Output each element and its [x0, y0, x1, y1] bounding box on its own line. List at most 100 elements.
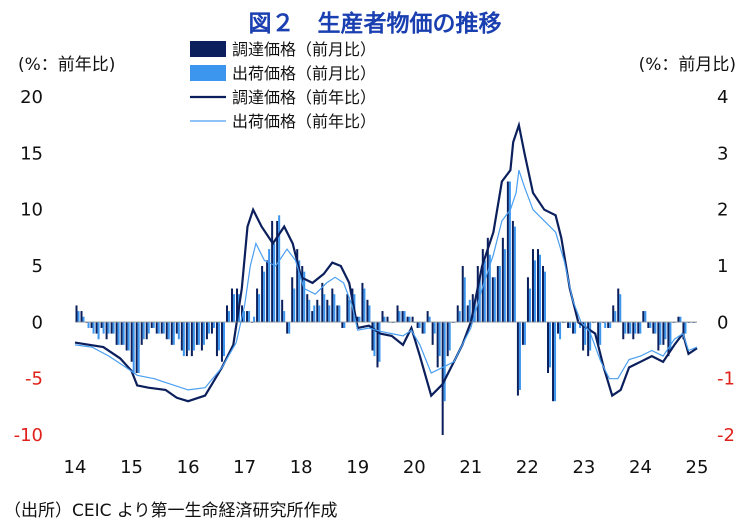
- procure-mom-bar: [682, 322, 685, 340]
- x-tick-label: 17: [233, 457, 256, 478]
- procure-mom-bar: [602, 322, 605, 323]
- ship-mom-bar: [433, 322, 436, 334]
- ship-yoy-line: [74, 170, 698, 391]
- procure-mom-bar: [215, 322, 218, 357]
- ship-mom-bar: [639, 322, 642, 334]
- ship-mom-bar: [544, 271, 547, 323]
- x-axis-ticks: 14 15 16 17 18 19 20 21 22 23 24 25: [64, 457, 709, 478]
- ship-mom-bar: [283, 311, 286, 323]
- procure-mom-bar: [346, 294, 349, 323]
- ship-mom-bar: [343, 322, 346, 328]
- ship-mom-bar: [77, 311, 80, 323]
- ship-mom-bar: [674, 322, 677, 323]
- ship-mom-bar: [313, 305, 316, 323]
- ship-mom-bar: [388, 322, 391, 323]
- procure-mom-bar: [341, 322, 344, 328]
- x-tick-label: 15: [120, 457, 143, 478]
- ship-mom-bar: [278, 215, 281, 323]
- right-tick-label: -1: [717, 369, 735, 390]
- x-tick-label: 24: [629, 457, 652, 478]
- x-tick-label: 20: [403, 457, 426, 478]
- legend-swatch: [190, 65, 226, 81]
- ship-mom-bar: [398, 311, 401, 323]
- ship-mom-bar: [167, 322, 170, 340]
- procure-mom-bar: [170, 322, 173, 345]
- procure-mom-bar: [205, 322, 208, 340]
- procure-mom-bar: [366, 299, 369, 323]
- procure-mom-bar: [105, 322, 108, 340]
- procure-mom-bar: [662, 322, 665, 345]
- procure-mom-bar: [120, 322, 123, 345]
- ship-mom-bar: [122, 322, 125, 345]
- procure-mom-bar: [326, 299, 329, 323]
- ship-mom-bar: [233, 294, 236, 323]
- procure-mom-bar: [612, 305, 615, 323]
- ship-mom-bar: [438, 322, 441, 357]
- ship-mom-bar: [498, 266, 501, 323]
- left-tick-label: -5: [25, 369, 43, 390]
- ship-mom-bar: [564, 322, 567, 323]
- ship-mom-bar: [368, 305, 371, 323]
- procure-mom-bar: [677, 316, 680, 323]
- procure-mom-bar: [521, 322, 524, 345]
- ship-mom-bar: [413, 322, 416, 323]
- left-tick-label: 5: [32, 256, 43, 277]
- ship-mom-bar: [288, 322, 291, 334]
- procure-mom-bar: [501, 237, 504, 323]
- ship-mom-bar: [468, 299, 471, 323]
- x-tick-label: 19: [346, 457, 369, 478]
- ship-mom-bar: [513, 226, 516, 323]
- x-tick-label: 14: [64, 457, 87, 478]
- ship-mom-bar: [338, 305, 341, 323]
- procure-mom-bar: [195, 322, 198, 345]
- procure-mom-bar: [511, 220, 514, 323]
- procure-mom-bar: [536, 249, 539, 323]
- procure-mom-bar: [135, 322, 138, 374]
- procure-mom-bar: [90, 322, 93, 328]
- ship-mom-bar: [328, 305, 331, 323]
- ship-mom-bar: [97, 322, 100, 340]
- ship-mom-bar: [323, 294, 326, 323]
- procure-mom-bar: [607, 322, 610, 328]
- ship-mom-bar: [127, 322, 130, 351]
- procure-mom-bar: [311, 311, 314, 323]
- ship-mom-bar: [263, 271, 266, 323]
- ship-mom-bar: [473, 299, 476, 323]
- right-tick-label: 1: [717, 256, 728, 277]
- ship-mom-bar: [363, 288, 366, 323]
- ship-mom-bar: [318, 305, 321, 323]
- procure-mom-bar: [241, 305, 244, 323]
- procure-mom-bar: [256, 288, 259, 323]
- procure-mom-bar: [261, 266, 264, 323]
- ship-mom-bar: [549, 322, 552, 368]
- ship-mom-bar: [634, 322, 637, 334]
- ship-mom-bar: [443, 322, 446, 402]
- ship-mom-bar: [333, 294, 336, 323]
- ship-mom-bar: [458, 311, 461, 323]
- ship-mom-bar: [594, 322, 597, 323]
- ship-mom-bar: [177, 322, 180, 340]
- procure-mom-bar: [642, 311, 645, 323]
- procure-mom-bar: [592, 322, 595, 323]
- procure-mom-bar: [687, 322, 690, 323]
- legend: 調達価格（前月比） 出荷価格（前月比） 調達価格（前年比） 出荷価格（前年比）: [190, 40, 376, 131]
- ship-mom-bar: [599, 322, 602, 345]
- source-note: （出所）CEIC より第一生命経済研究所作成: [4, 501, 338, 521]
- procure-mom-bar: [632, 322, 635, 340]
- ship-mom-bar: [383, 316, 386, 323]
- ship-mom-bar: [448, 322, 451, 351]
- ship-mom-bar: [654, 322, 657, 334]
- procure-mom-bar: [130, 322, 133, 362]
- procure-mom-bar: [572, 322, 575, 334]
- ship-mom-bar: [132, 322, 135, 374]
- procure-mom-bar: [185, 322, 188, 357]
- procure-yoy-line: [74, 120, 698, 403]
- ship-mom-bar: [293, 288, 296, 323]
- procure-mom-bar: [75, 305, 78, 323]
- ship-mom-bar: [152, 322, 155, 328]
- procure-mom-bar: [667, 322, 670, 357]
- procure-mom-bar: [431, 322, 434, 345]
- procure-mom-bar: [361, 282, 364, 323]
- ship-mom-bar: [488, 254, 491, 323]
